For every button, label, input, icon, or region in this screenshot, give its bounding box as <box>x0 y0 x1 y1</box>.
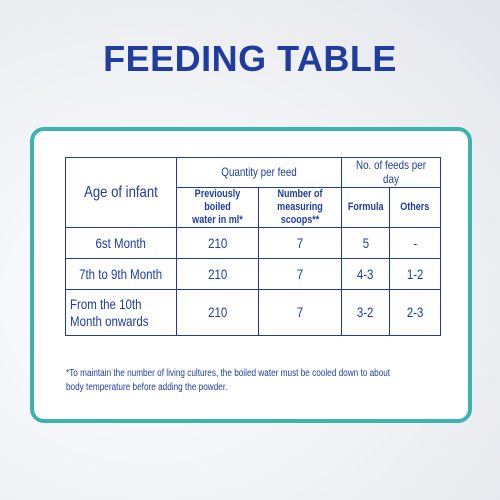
header-text: Formula <box>347 200 384 213</box>
table-cell: 6st Month <box>65 227 177 260</box>
cell-text: 210 <box>207 304 228 321</box>
cell-text: 210 <box>207 265 228 282</box>
table-row: 7th to 9th Month 210 7 4-3 1-2 <box>65 258 441 291</box>
header-row: Age of infant Quantity per feed No. of f… <box>65 156 441 229</box>
table-cell: 210 <box>176 258 259 291</box>
cell-text: 7 <box>296 304 304 321</box>
table-cell: 7 <box>258 258 342 291</box>
header-cell: Quantity per feed <box>176 157 342 188</box>
header-cell: Previously boiled water in ml* <box>176 186 259 229</box>
header-cell: Others <box>389 186 441 229</box>
cell-text: 3-2 <box>357 304 374 321</box>
cell-text: 4-3 <box>357 265 374 282</box>
table-cell: From the 10th Month onwards <box>65 289 177 337</box>
header-text: Previously boiled water in ml* <box>192 187 243 227</box>
cell-text: 7 <box>296 265 304 282</box>
table-cell: - <box>389 227 441 260</box>
header-row: Previously boiled water in ml* Number of… <box>66 186 441 229</box>
cell-text: 210 <box>207 234 228 251</box>
footnote: *To maintain the number of living cultur… <box>66 368 391 393</box>
table-cell: 210 <box>176 289 259 337</box>
table-cell: 2-3 <box>389 289 441 337</box>
feeding-table: Age of infant Quantity per feed No. of f… <box>65 156 441 337</box>
table-cell: 210 <box>176 227 259 260</box>
header-text: Age of infant <box>84 184 158 202</box>
table-cell: 1-2 <box>389 258 441 291</box>
cell-text: 7th to 9th Month <box>79 265 163 282</box>
cell-text: From the 10th Month onwards <box>70 296 149 329</box>
header-text: Others <box>400 200 430 213</box>
cell-text: 2-3 <box>406 304 424 321</box>
panel: Age of infant Quantity per feed No. of f… <box>30 127 472 423</box>
cell-text: 7 <box>296 234 304 251</box>
header-cell: Age of infant <box>65 156 177 229</box>
header-text: No. of feeds per day <box>355 158 427 187</box>
table-body: 6st Month 210 7 5 - 7th to 9th Month 210 7 4-3 1-… <box>65 227 441 337</box>
table-row: From the 10th Month onwards 210 7 3-2 2-3 <box>65 289 441 337</box>
table-cell: 5 <box>341 227 390 260</box>
cell-text: 5 <box>362 234 369 251</box>
cell-text: - <box>413 234 417 251</box>
table-cell: 4-3 <box>341 258 390 291</box>
table-cell: 3-2 <box>341 289 390 337</box>
header-text: Quantity per feed <box>221 165 297 180</box>
header-text: Number of measuring scoops** <box>277 187 323 227</box>
header-cell: Number of measuring scoops** <box>258 186 342 229</box>
table-row: 6st Month 210 7 5 - <box>65 227 441 260</box>
table-cell: 7 <box>258 289 342 337</box>
header-cell: Formula <box>341 186 390 229</box>
title: FEEDING TABLE <box>103 38 397 79</box>
cell-text: 1-2 <box>406 265 424 282</box>
table-cell: 7th to 9th Month <box>65 258 177 291</box>
header-cell: No. of feeds per day <box>341 157 441 188</box>
table-cell: 7 <box>258 227 342 260</box>
cell-text: 6st Month <box>95 234 147 251</box>
